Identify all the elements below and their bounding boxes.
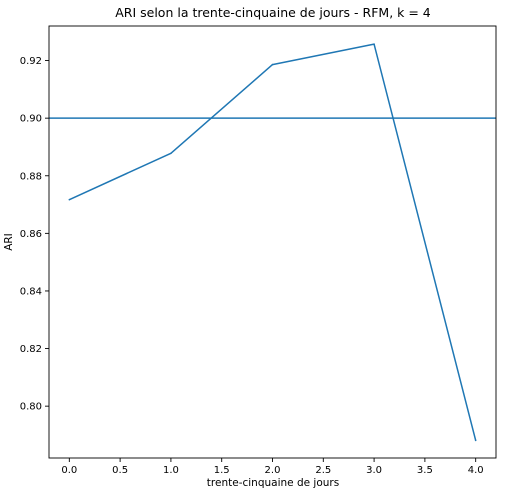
data-point-0-3 [373,43,375,45]
y-tick-label-5: 0.90 [20,114,42,125]
data-point-0-4 [474,439,477,442]
x-tick-label-5: 2.5 [315,465,331,476]
x-tick-label-3: 1.5 [214,465,230,476]
y-tick-label-1: 0.82 [20,344,42,355]
y-tick-label-3: 0.86 [20,229,42,240]
data-point-0-1 [170,152,172,155]
x-tick-label-6: 3.0 [366,465,382,476]
y-tick-label-6: 0.92 [20,56,42,67]
series-line-0 [69,43,477,441]
plot-area: 0.0 0.5 1.0 1.5 2.0 2.5 3.0 3.5 4.0 0.80 0.82 0.84 0… [20,25,497,476]
y-tick-label-4: 0.88 [20,171,42,182]
x-tick-label-8: 4.0 [468,465,484,476]
x-tick-label-2: 1.0 [163,465,179,476]
plot-frame [48,25,497,459]
x-tick-label-1: 0.5 [112,465,128,476]
x-tick-label-4: 2.0 [265,465,281,476]
chart-title: ARI selon la trente-cinquaine de jours -… [115,5,431,20]
y-tick-label-0: 0.80 [20,402,42,413]
y-axis-label: ARI [3,233,15,251]
data-point-0-0 [68,198,71,201]
x-axis-label: trente-cinquaine de jours [207,477,339,489]
x-tick-label-0: 0.0 [61,465,77,476]
y-tick-label-2: 0.84 [20,286,42,297]
data-point-0-2 [271,63,274,66]
x-tick-label-7: 3.5 [417,465,433,476]
